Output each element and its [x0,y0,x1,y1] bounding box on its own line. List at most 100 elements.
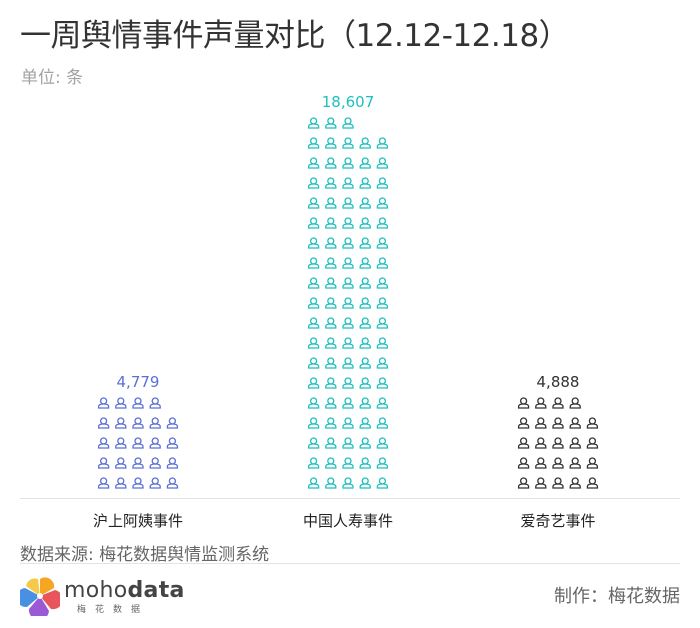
person-icon [376,317,389,329]
person-icon [342,417,354,429]
person-icon [166,417,179,429]
person-icon [307,257,320,269]
person-icon [376,417,389,429]
person-icon [376,297,389,309]
person-icon [166,457,179,469]
person-icon [342,177,354,189]
person-icon [307,217,320,229]
person-icon [342,337,354,349]
person-icon [325,197,337,209]
person-icon [132,477,144,489]
person-icon [307,397,320,409]
person-icon [97,397,110,409]
person-icon [359,177,371,189]
person-icon [586,417,599,429]
person-icon [325,177,337,189]
person-icon [535,477,547,489]
person-icon [325,337,337,349]
mohodata-logo: mohodata 梅花数据 [20,576,184,618]
value-label: 4,779 [117,373,160,391]
person-icon [307,277,320,289]
value-label: 4,888 [537,373,580,391]
person-icon [376,457,389,469]
person-icon [586,457,599,469]
person-icon [569,457,581,469]
person-icon [325,137,337,149]
person-icon [342,457,354,469]
person-icon [307,417,320,429]
person-icon [376,397,389,409]
person-icon [132,437,144,449]
person-icon [307,457,320,469]
person-icon [359,217,371,229]
person-icon [342,397,354,409]
person-icon [149,417,161,429]
person-icon [535,437,547,449]
person-icon [307,317,320,329]
person-icon [359,197,371,209]
person-icon [359,317,371,329]
person-icon [342,217,354,229]
person-icon [97,437,110,449]
person-icon [342,277,354,289]
person-icon [342,157,354,169]
person-icon [359,237,371,249]
person-icon [325,277,337,289]
person-icon [342,317,354,329]
person-icon [359,477,371,489]
person-icon [97,457,110,469]
person-icon [359,457,371,469]
person-icon [325,317,337,329]
person-icon [149,397,161,409]
person-icon [115,417,127,429]
person-icon [307,237,320,249]
person-icon [325,417,337,429]
person-icon [325,397,337,409]
credit-label: 制作：梅花数据 [554,586,680,607]
person-icon [517,477,530,489]
person-icon [115,477,127,489]
person-icon [307,117,320,129]
person-icon [307,377,320,389]
person-icon [552,417,564,429]
person-icon [307,137,320,149]
person-icon [325,117,337,129]
person-icon [376,257,389,269]
person-icon [535,397,547,409]
person-icon [342,437,354,449]
person-icon [586,437,599,449]
person-icon [307,337,320,349]
person-icon [307,437,320,449]
person-icon [149,437,161,449]
person-icon [307,157,320,169]
person-icon [359,417,371,429]
person-icon [376,217,389,229]
person-icon [552,397,564,409]
person-icon [376,277,389,289]
person-icon [376,157,389,169]
person-icon [97,417,110,429]
person-icon [535,417,547,429]
person-icon [307,357,320,369]
person-icon [166,437,179,449]
person-icon [342,377,354,389]
person-icon [376,177,389,189]
person-icon [342,297,354,309]
person-icon [149,477,161,489]
value-label: 18,607 [322,93,375,111]
person-icon [535,457,547,469]
person-icon [325,477,337,489]
person-icon [359,437,371,449]
person-icon [359,277,371,289]
source-note: 数据来源: 梅花数据舆情监测系统 [20,545,270,565]
person-icon [132,417,144,429]
chart-title: 一周舆情事件声量对比（12.12-12.18） [20,18,570,54]
unit-label: 单位: 条 [21,68,84,88]
person-icon [359,357,371,369]
person-icon [115,437,127,449]
person-icon [376,477,389,489]
person-icon [342,357,354,369]
logo-wordmark: mohodata [64,578,185,603]
person-icon [342,197,354,209]
person-icon [517,397,530,409]
